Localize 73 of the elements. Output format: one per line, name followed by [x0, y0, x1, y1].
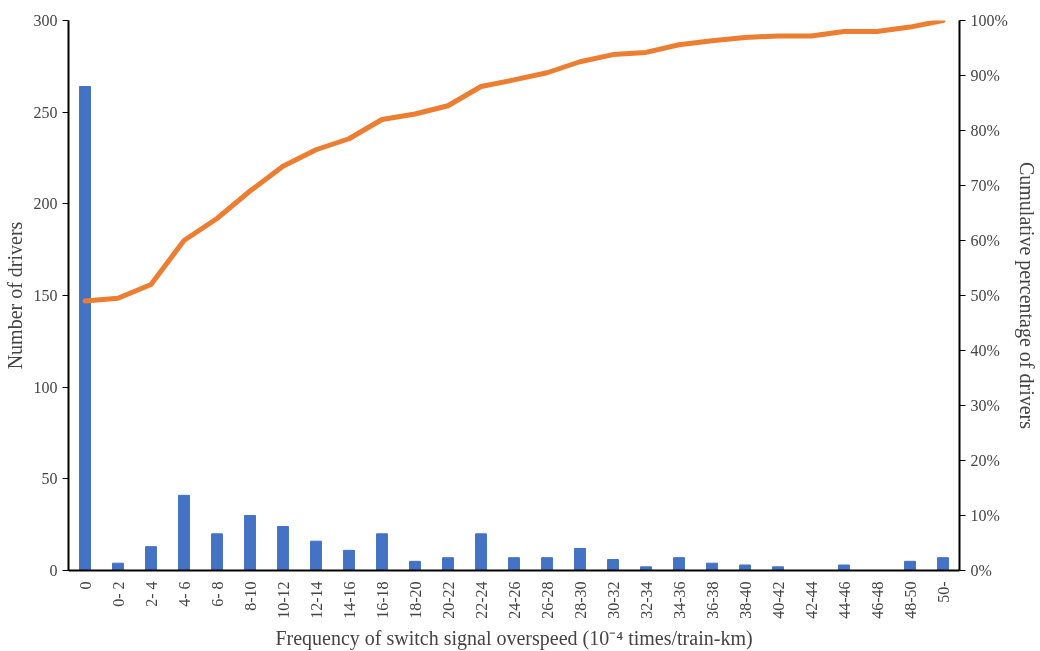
x-tick-label: 0: [76, 581, 94, 590]
bar: [112, 562, 124, 571]
y2-tick-label: 50%: [970, 287, 1000, 304]
x-tick-label: 34-36: [670, 581, 688, 619]
y-tick-label: 0: [49, 562, 58, 579]
bar: [475, 533, 487, 571]
y-tick-label: 300: [33, 12, 58, 29]
y2-tick-label: 100%: [970, 12, 1008, 29]
bar: [442, 557, 454, 571]
y2-tick-label: 10%: [970, 507, 1000, 524]
bar: [937, 557, 949, 571]
bar: [409, 560, 421, 571]
bar: [376, 533, 388, 571]
bar: [145, 546, 157, 571]
y2-tick-label: 60%: [970, 232, 1000, 249]
x-tick-label: 26-28: [538, 581, 556, 619]
x-tick-label: 20-22: [439, 581, 457, 619]
bar: [904, 560, 916, 571]
bar: [211, 533, 223, 571]
bar: [310, 540, 322, 571]
y2-tick-label: 70%: [970, 177, 1000, 194]
bar: [178, 494, 190, 571]
bar: [277, 526, 289, 571]
x-tick-label: 14-16: [340, 581, 358, 619]
bar: [79, 86, 91, 571]
bar: [673, 557, 685, 571]
x-tick-label: 24-26: [505, 581, 523, 619]
y-tick-label: 50: [41, 470, 58, 488]
bar: [607, 559, 619, 571]
y2-tick-label: 80%: [970, 122, 1000, 139]
x-tick-label: 48-50: [901, 581, 919, 619]
bar: [343, 549, 355, 571]
y-tick-label: 150: [33, 287, 58, 304]
bar: [541, 557, 553, 571]
y2-tick-label: 90%: [970, 67, 1000, 84]
x-tick-label: 6- 8: [208, 581, 226, 607]
x-tick-label: 4- 6: [175, 581, 193, 607]
x-tick-label: 12-14: [307, 581, 325, 619]
x-tick-label: 44-46: [835, 581, 853, 619]
x-tick-label: 50-: [934, 581, 952, 603]
x-tick-label: 0- 2: [109, 581, 127, 607]
x-tick-label: 10-12: [274, 581, 292, 619]
bar: [640, 566, 652, 571]
y-tick-label: 200: [33, 195, 58, 213]
y2-tick-label: 20%: [970, 452, 1000, 469]
x-tick-label: 46-48: [868, 581, 886, 619]
x-tick-label: 22-24: [472, 581, 490, 619]
x-tick-label: 32-34: [637, 581, 655, 619]
x-axis-title: Frequency of switch signal overspeed (10⁻⁴ times/train-km): [275, 626, 753, 650]
x-tick-label: 16-18: [373, 581, 391, 619]
bar: [772, 566, 784, 571]
x-tick-label: 36-38: [703, 581, 721, 619]
y2-tick-label: 40%: [970, 342, 1000, 359]
bar: [838, 564, 850, 571]
x-tick-label: 38-40: [736, 581, 754, 619]
bar: [244, 515, 256, 571]
x-tick-label: 8-10: [241, 581, 259, 611]
bar: [706, 562, 718, 571]
x-tick-label: 28-30: [571, 581, 589, 619]
x-tick-label: 18-20: [406, 581, 424, 619]
y-tick-label: 250: [33, 103, 58, 121]
x-tick-label: 2- 4: [142, 581, 160, 607]
bar: [574, 548, 586, 571]
bar: [508, 557, 520, 571]
x-tick-label: 42-44: [802, 581, 820, 619]
y-tick-label: 100: [33, 378, 58, 396]
x-tick-label: 40-42: [769, 581, 787, 619]
y2-tick-label: 0%: [970, 562, 992, 579]
y2-axis-title: Cumulative percentage of drivers: [1014, 161, 1038, 430]
y-axis-title: Number of drivers: [3, 221, 26, 370]
x-tick-label: 30-32: [604, 581, 622, 619]
bar: [739, 564, 751, 571]
y2-tick-label: 30%: [970, 397, 1000, 414]
